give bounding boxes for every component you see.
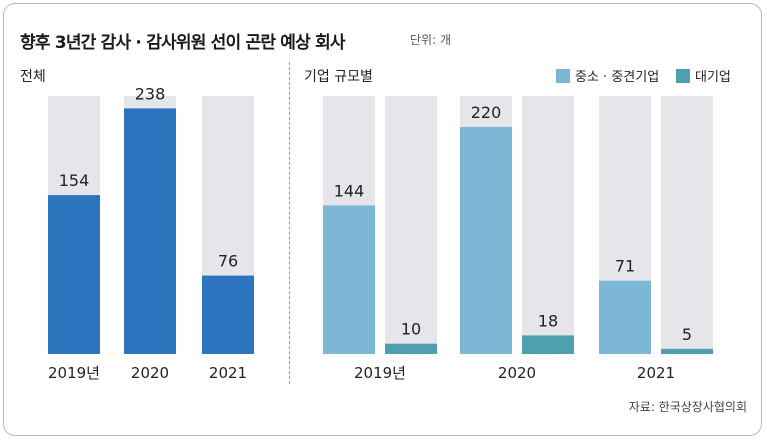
x-tick-label-right-2: 2021 xyxy=(637,364,675,382)
bar-large-0 xyxy=(385,343,437,354)
bar-large-1-track xyxy=(522,96,574,354)
x-tick-label-left-1: 2020 xyxy=(131,364,169,382)
unit-label: 단위: 개 xyxy=(410,33,451,47)
left-panel-label: 전체 xyxy=(20,69,46,85)
x-tick-label-left-2: 2021 xyxy=(209,364,247,382)
bar-total-2-label: 76 xyxy=(218,252,238,271)
bar-sme-1-label: 220 xyxy=(471,103,502,122)
legend-item-sme: 중소 · 중견기업 xyxy=(556,66,659,85)
x-tick-label-left-0: 2019년 xyxy=(48,364,100,382)
source-note: 자료: 한국상장사협의회 xyxy=(628,400,747,414)
x-tick-label-right-1: 2020 xyxy=(498,364,536,382)
bar-total-0-label: 154 xyxy=(59,171,90,190)
bar-large-1 xyxy=(522,335,574,354)
bar-large-2 xyxy=(661,348,713,354)
legend-label-sme: 중소 · 중견기업 xyxy=(575,70,660,85)
bar-large-0-track xyxy=(385,96,437,354)
chart-frame xyxy=(3,3,762,436)
bar-large-1-label: 18 xyxy=(538,311,558,330)
bar-total-0 xyxy=(48,195,100,354)
bar-sme-0-label: 144 xyxy=(334,181,365,200)
bar-total-1-label: 238 xyxy=(135,84,166,103)
legend-label-large: 대기업 xyxy=(695,70,731,85)
legend-swatch-sme xyxy=(556,68,570,83)
bar-total-2 xyxy=(202,275,254,354)
bar-sme-1 xyxy=(460,126,512,355)
bar-large-2-label: 5 xyxy=(682,325,692,344)
bar-sme-2 xyxy=(599,280,651,354)
right-panel-label: 기업 규모별 xyxy=(304,69,373,85)
legend-swatch-large xyxy=(676,68,690,83)
chart-title: 향후 3년간 감사 · 감사위원 선이 곤란 예상 회사 xyxy=(20,33,346,53)
bar-total-1 xyxy=(124,108,176,354)
legend-item-large: 대기업 xyxy=(676,66,731,85)
bar-sme-2-label: 71 xyxy=(615,257,635,276)
x-tick-label-right-0: 2019년 xyxy=(354,364,406,382)
bar-sme-0 xyxy=(323,205,375,354)
bar-large-2-track xyxy=(661,96,713,354)
bar-large-0-label: 10 xyxy=(401,320,421,339)
panel-divider xyxy=(289,62,290,384)
